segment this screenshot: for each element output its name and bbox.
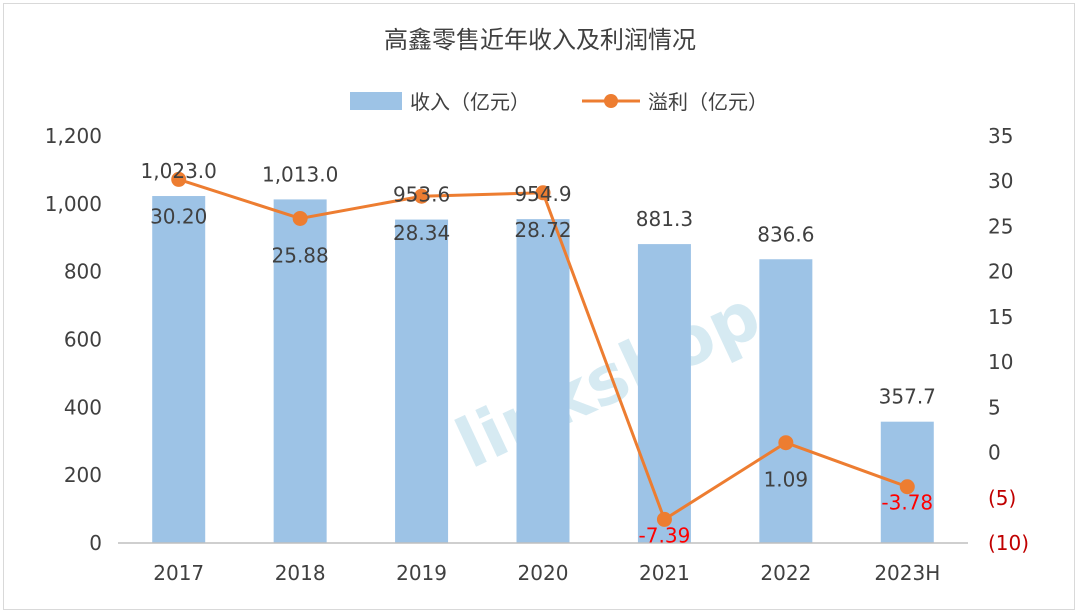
left-tick-label: 0	[89, 531, 102, 555]
right-tick-label: 20	[988, 260, 1013, 284]
profit-point	[292, 210, 308, 226]
profit-data-label: 28.72	[514, 218, 571, 242]
revenue-bars	[152, 196, 934, 544]
watermark: linkshop	[445, 276, 773, 485]
profit-point	[535, 185, 551, 201]
profit-line-series	[171, 171, 915, 527]
profit-data-label: 1.09	[764, 468, 809, 492]
revenue-data-label: 836.6	[757, 222, 814, 246]
x-category-label: 2019	[396, 561, 447, 585]
revenue-bar	[152, 196, 206, 543]
chart-frame	[3, 3, 1075, 610]
x-category-label: 2021	[639, 561, 690, 585]
left-axis: 0 200 400 600 800 1,000 1,200	[45, 124, 102, 555]
revenue-data-label: 953.6	[393, 183, 450, 207]
profit-data-label: 30.20	[150, 204, 207, 228]
profit-point	[171, 171, 187, 187]
revenue-bar	[637, 244, 691, 544]
profit-data-label: -7.39	[639, 523, 691, 547]
x-axis-categories: 2017 2018 2019 2020 2021 2022 2023H	[153, 561, 940, 585]
x-category-label: 2023H	[874, 561, 940, 585]
right-tick-label: 15	[988, 305, 1013, 329]
right-tick-label: 25	[988, 214, 1013, 238]
profit-point	[778, 435, 794, 451]
right-axis: (10) (5) 0 5 10 15 20 25 30 35	[988, 124, 1029, 555]
legend-marker-profit	[604, 94, 618, 108]
legend-label-revenue: 收入（亿元）	[410, 90, 530, 114]
revenue-data-labels: 1,023.0 1,013.0 953.6 954.9 881.3 836.6 357.7	[141, 159, 936, 409]
revenue-bar	[516, 219, 570, 543]
legend-label-profit: 溢利（亿元）	[648, 90, 768, 114]
left-tick-label: 600	[64, 328, 102, 352]
x-category-label: 2018	[275, 561, 326, 585]
right-tick-label: 0	[988, 441, 1001, 465]
revenue-data-label: 357.7	[879, 385, 936, 409]
profit-data-label: -3.78	[881, 491, 933, 515]
left-tick-label: 1,200	[45, 124, 102, 148]
revenue-data-label: 1,013.0	[262, 162, 338, 186]
profit-point	[899, 479, 915, 495]
revenue-bar	[273, 199, 327, 543]
left-tick-label: 1,000	[45, 192, 102, 216]
x-category-label: 2020	[518, 561, 569, 585]
right-tick-label: 10	[988, 350, 1013, 374]
legend-swatch-revenue	[350, 92, 402, 110]
revenue-bar	[759, 259, 813, 543]
left-tick-label: 400	[64, 395, 102, 419]
x-category-label: 2017	[153, 561, 204, 585]
right-tick-label: (5)	[988, 486, 1016, 510]
right-tick-label: 5	[988, 395, 1001, 419]
watermark-logo: linkshop	[445, 276, 773, 485]
right-tick-label: (10)	[988, 531, 1029, 555]
x-category-label: 2022	[760, 561, 811, 585]
revenue-data-label: 881.3	[636, 207, 693, 231]
revenue-data-label: 954.9	[514, 182, 571, 206]
legend: 收入（亿元） 溢利（亿元）	[350, 90, 768, 114]
profit-data-labels: 30.20 25.88 28.34 28.72 -7.39 1.09 -3.78	[150, 204, 933, 547]
revenue-bar	[395, 219, 449, 543]
right-tick-label: 35	[988, 124, 1013, 148]
profit-point	[414, 188, 430, 204]
revenue-data-label: 1,023.0	[141, 159, 217, 183]
profit-data-label: 25.88	[272, 243, 329, 267]
left-tick-label: 200	[64, 463, 102, 487]
profit-point	[656, 511, 672, 527]
left-tick-label: 800	[64, 260, 102, 284]
chart-title: 高鑫零售近年收入及利润情况	[384, 26, 696, 54]
right-tick-label: 30	[988, 169, 1013, 193]
profit-data-label: 28.34	[393, 221, 450, 245]
